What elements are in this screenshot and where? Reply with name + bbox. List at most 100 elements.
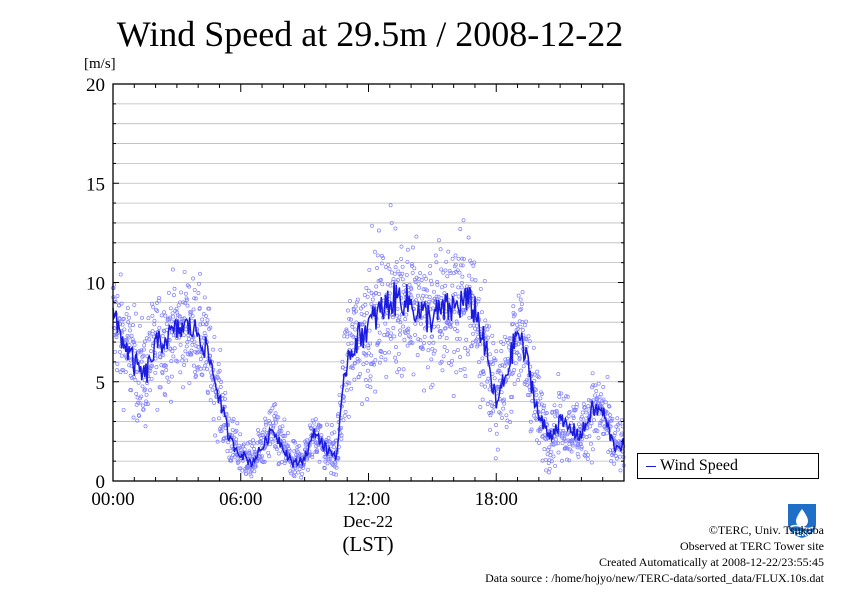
scatter-point bbox=[262, 459, 267, 464]
scatter-point bbox=[409, 287, 414, 291]
scatter-point bbox=[175, 359, 180, 364]
scatter-point bbox=[605, 374, 610, 379]
scatter-point bbox=[413, 332, 418, 337]
scatter-point bbox=[467, 273, 472, 278]
scatter-point bbox=[504, 413, 509, 418]
scatter-point bbox=[234, 437, 239, 442]
scatter-point bbox=[157, 295, 161, 300]
scatter-point bbox=[343, 410, 348, 414]
scatter-point bbox=[512, 381, 517, 386]
scatter-point bbox=[403, 317, 408, 322]
scatter-point bbox=[373, 389, 378, 394]
scatter-point bbox=[410, 245, 415, 250]
terc-logo-icon: TERC bbox=[788, 504, 816, 538]
scatter-point bbox=[149, 301, 154, 306]
scatter-point bbox=[236, 459, 241, 464]
scatter-point bbox=[401, 324, 406, 329]
scatter-point bbox=[151, 341, 156, 346]
scatter-point bbox=[171, 293, 176, 298]
y-tick-label: 15 bbox=[86, 174, 105, 195]
scatter-point bbox=[425, 365, 430, 370]
scatter-point bbox=[168, 306, 173, 311]
scatter-point bbox=[137, 413, 142, 418]
scatter-point bbox=[235, 421, 240, 426]
scatter-point bbox=[420, 347, 425, 351]
scatter-point bbox=[269, 424, 274, 429]
scatter-point bbox=[134, 391, 139, 396]
scatter-point bbox=[494, 349, 499, 354]
scatter-point bbox=[509, 372, 514, 377]
scatter-point bbox=[378, 278, 383, 283]
scatter-point bbox=[383, 357, 388, 362]
scatter-point bbox=[137, 323, 142, 328]
scatter-point bbox=[276, 415, 281, 420]
scatter-point bbox=[189, 352, 194, 357]
scatter-point bbox=[516, 293, 521, 298]
scatter-point bbox=[260, 430, 265, 435]
scatter-point bbox=[310, 440, 315, 445]
scatter-point bbox=[282, 417, 287, 422]
scatter-point bbox=[253, 464, 258, 469]
scatter-point bbox=[143, 424, 148, 429]
logo-text: TERC bbox=[792, 530, 812, 538]
scatter-point bbox=[170, 267, 175, 272]
scatter-point bbox=[274, 415, 279, 419]
scatter-point bbox=[441, 354, 446, 359]
scatter-point bbox=[237, 443, 242, 448]
scatter-point bbox=[586, 398, 591, 403]
scatter-point bbox=[450, 358, 455, 363]
scatter-point bbox=[444, 259, 449, 264]
scatter-point bbox=[398, 320, 403, 325]
scatter-point bbox=[127, 323, 132, 328]
scatter-point bbox=[480, 356, 485, 361]
scatter-point bbox=[532, 372, 537, 377]
scatter-point bbox=[208, 325, 213, 330]
scatter-point bbox=[475, 342, 480, 347]
scatter-point bbox=[553, 437, 558, 442]
scatter-point bbox=[488, 413, 493, 418]
scatter-point bbox=[183, 291, 188, 296]
scatter-point bbox=[182, 316, 187, 321]
scatter-point bbox=[409, 295, 414, 300]
scatter-point bbox=[200, 317, 205, 322]
scatter-point bbox=[170, 349, 175, 354]
scatter-point bbox=[597, 423, 602, 428]
scatter-point bbox=[144, 336, 149, 341]
scatter-point bbox=[547, 458, 552, 463]
scatter-point bbox=[277, 461, 282, 466]
scatter-point bbox=[491, 341, 496, 346]
scatter-point bbox=[289, 471, 294, 476]
scatter-point bbox=[412, 266, 417, 271]
scatter-point bbox=[178, 342, 183, 347]
scatter-point bbox=[571, 416, 576, 420]
scatter-point bbox=[379, 355, 384, 360]
scatter-point bbox=[218, 385, 223, 389]
scatter-point bbox=[493, 456, 498, 461]
scatter-point bbox=[587, 434, 592, 439]
scatter-point bbox=[565, 446, 570, 451]
scatter-point bbox=[113, 349, 118, 354]
scatter-point bbox=[429, 282, 434, 287]
scatter-point bbox=[479, 310, 484, 315]
scatter-point bbox=[553, 414, 558, 419]
series-line-group bbox=[112, 282, 625, 468]
y-tick-label: 20 bbox=[86, 75, 105, 96]
scatter-point bbox=[524, 377, 529, 382]
scatter-point bbox=[600, 401, 605, 406]
scatter-point bbox=[618, 468, 623, 473]
scatter-point bbox=[607, 404, 612, 409]
scatter-point bbox=[509, 409, 514, 414]
scatter-point bbox=[461, 218, 466, 223]
scatter-point bbox=[164, 321, 169, 326]
scatter-point bbox=[121, 316, 126, 321]
scatter-point bbox=[158, 355, 163, 360]
scatter-point bbox=[586, 404, 591, 409]
scatter-point bbox=[554, 441, 559, 446]
scatter-point bbox=[490, 362, 495, 367]
scatter-point bbox=[259, 440, 263, 445]
scatter-point bbox=[440, 285, 444, 290]
scatter-point bbox=[523, 323, 527, 328]
scatter-point bbox=[532, 413, 536, 418]
scatter-point bbox=[380, 282, 385, 287]
scatter-point bbox=[322, 466, 327, 471]
